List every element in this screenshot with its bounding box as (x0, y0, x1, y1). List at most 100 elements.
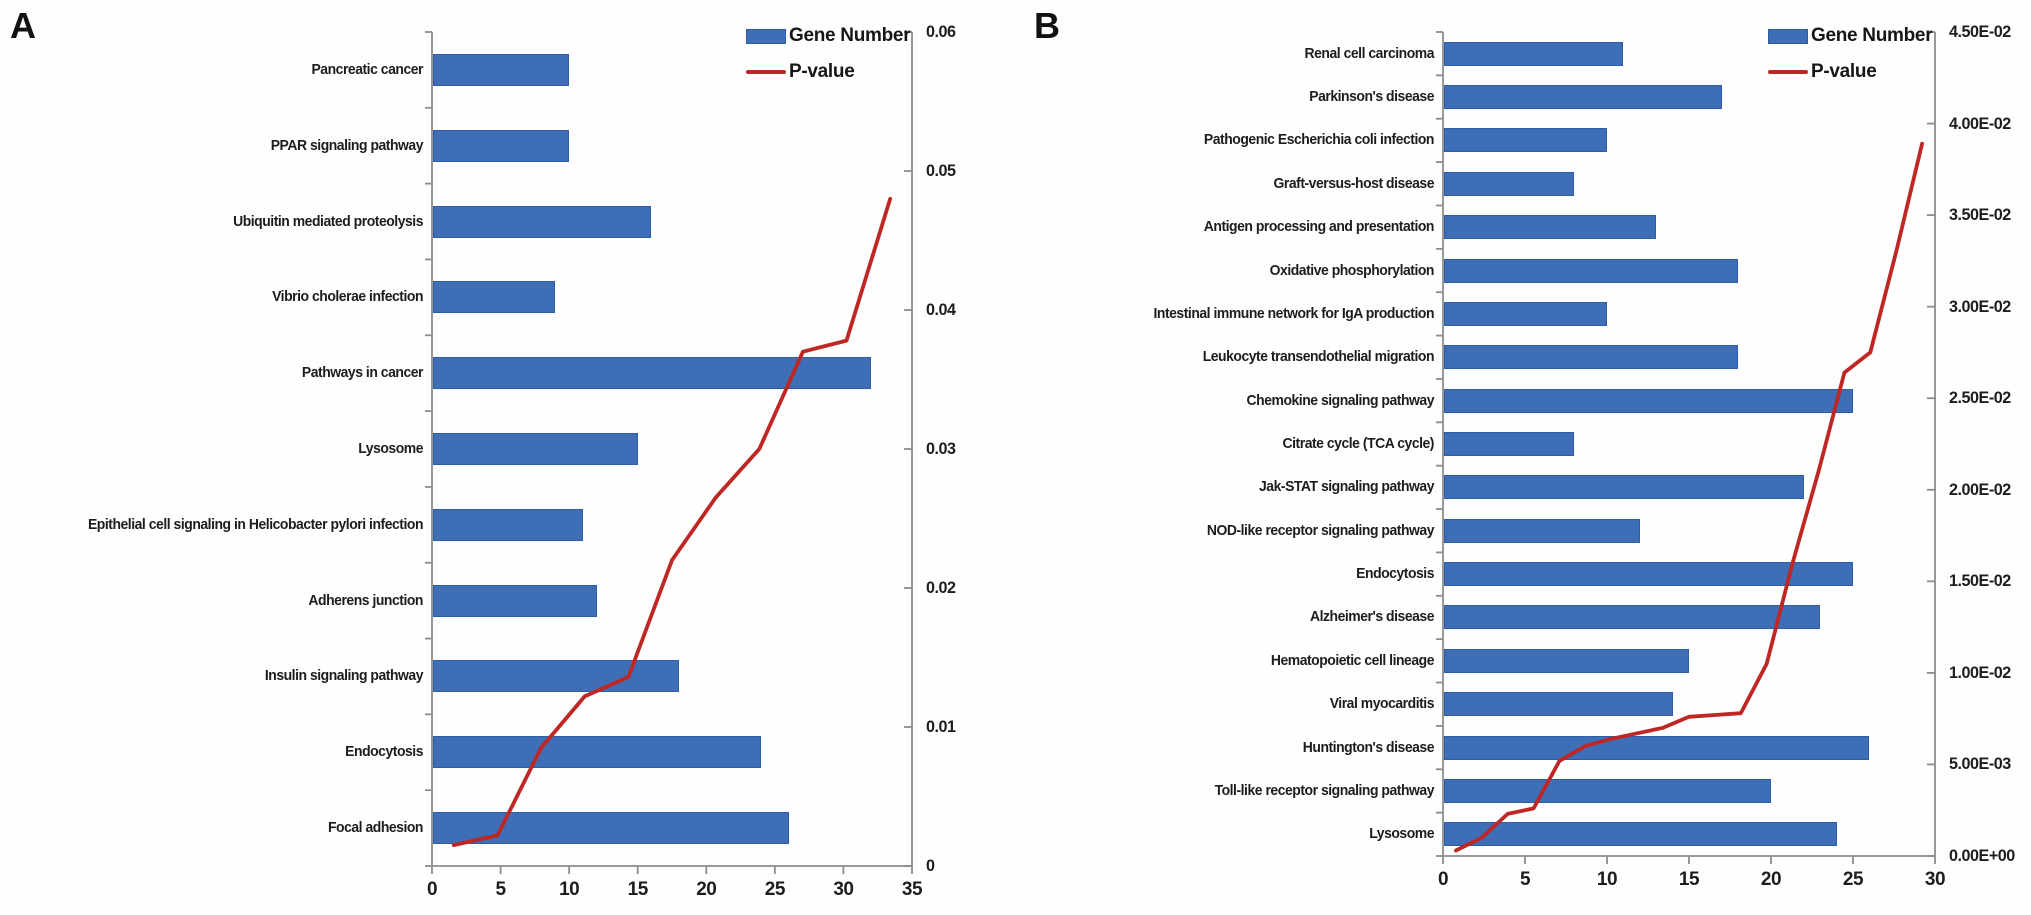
legend-p-value-label: P-value (789, 61, 855, 82)
gene-number-bar (1444, 215, 1657, 240)
p-value-axis-tick-label: 0.02 (926, 578, 956, 597)
x-axis-tick-label: 10 (559, 879, 580, 900)
x-axis-tick-label: 5 (495, 879, 507, 900)
x-axis-tick-label: 30 (1924, 869, 1946, 890)
pathway-label: Lysosome (1369, 825, 1434, 843)
p-value-axis-tick-label: 0.03 (926, 439, 956, 458)
pathway-label: Epithelial cell signaling in Helicobacte… (87, 515, 423, 533)
p-value-axis-tick-label: 2.50E-02 (1949, 388, 2011, 408)
gene-number-bar (1444, 171, 1575, 196)
pathway-label: Chemokine signaling pathway (1246, 391, 1435, 409)
x-axis-tick-label: 35 (901, 879, 923, 900)
pathway-label: Pathways in cancer (301, 364, 424, 382)
p-value-axis-tick-label: 0.04 (926, 300, 956, 319)
pathway-label: Viral myocarditis (1329, 695, 1435, 713)
pathway-label: Focal adhesion (327, 819, 424, 837)
x-axis-tick-label: 15 (1678, 869, 1700, 890)
gene-number-bar (1444, 301, 1607, 326)
pathway-label: Lysosome (358, 440, 423, 457)
gene-number-bar (433, 357, 871, 390)
x-axis-tick-label: 25 (1842, 869, 1864, 890)
p-value-axis-tick-label: 3.50E-02 (1949, 205, 2011, 225)
pathway-label: Vibrio cholerae infection (272, 288, 423, 306)
legend-gene-number-label: Gene Number (789, 25, 911, 46)
pathway-label: Leukocyte transendothelial migration (1202, 348, 1435, 366)
x-axis-tick-label: 0 (426, 879, 438, 900)
legend-item-gene-number: Gene Number (746, 18, 911, 54)
pathway-label: Endocytosis (1356, 565, 1434, 583)
gene-number-bar (1444, 388, 1853, 413)
gene-number-bar (1444, 518, 1640, 543)
pathway-label: Toll-like receptor signaling pathway (1214, 781, 1435, 799)
gene-number-bar (1444, 41, 1624, 66)
gene-number-bar (1444, 692, 1673, 717)
gene-number-bar-swatch-icon (1768, 28, 1808, 44)
gene-number-bar (433, 812, 789, 845)
gene-number-bar (1444, 562, 1853, 587)
pathway-label: Huntington's disease (1302, 738, 1435, 756)
pathway-label: PPAR signaling pathway (270, 136, 424, 154)
p-value-axis-tick-label: 5.00E-03 (1949, 754, 2011, 774)
gene-number-bar (433, 129, 570, 162)
p-value-axis-tick-label: 0.01 (926, 717, 956, 736)
legend-gene-number-label: Gene Number (1811, 25, 1933, 46)
x-axis-tick-label: 30 (833, 879, 854, 900)
legend-a: Gene Number P-value (746, 18, 911, 90)
legend-p-value-label: P-value (1811, 61, 1877, 82)
pathway-label: Citrate cycle (TCA cycle) (1282, 435, 1435, 452)
legend-b: Gene Number P-value (1768, 18, 1933, 90)
gene-number-bar (433, 508, 583, 541)
p-value-axis-tick-label: 2.00E-02 (1949, 479, 2011, 499)
x-axis-tick-label: 10 (1596, 869, 1618, 890)
panel-label-b: B (1034, 5, 1060, 46)
pathway-label: Endocytosis (345, 743, 423, 761)
p-value-axis-tick-label: 1.00E-02 (1949, 662, 2011, 682)
gene-number-bar (1444, 85, 1722, 110)
gene-number-bar (433, 53, 570, 86)
panel-label-a: A (10, 5, 36, 46)
pathway-label: Pathogenic Escherichia coli infection (1203, 131, 1435, 149)
gene-number-bar (433, 281, 556, 314)
gene-number-bar (1444, 345, 1739, 370)
gene-number-bar (433, 660, 679, 693)
p-value-axis-tick-label: 0.05 (926, 161, 956, 180)
gene-number-bar (1444, 432, 1575, 456)
x-axis-tick-label: 20 (1760, 869, 1782, 890)
gene-number-bar (1444, 648, 1689, 673)
pathway-label: Jak-STAT signaling pathway (1259, 478, 1434, 496)
legend-item-gene-number: Gene Number (1768, 18, 1933, 54)
p-value-axis-tick-label: 0.06 (926, 22, 956, 41)
gene-number-bar (433, 584, 597, 617)
p-value-axis-tick-label: 3.00E-02 (1949, 296, 2011, 316)
gene-number-bar (1444, 128, 1607, 153)
pathway-label: Hematopoietic cell lineage (1270, 651, 1435, 669)
gene-number-bar (1444, 605, 1821, 630)
pathway-label: Renal cell carcinoma (1304, 44, 1434, 62)
x-axis-tick-label: 5 (1519, 869, 1531, 890)
x-axis-tick-label: 20 (696, 879, 717, 900)
gene-number-bar (433, 205, 652, 238)
pathway-label: Pancreatic cancer (311, 60, 423, 78)
pathway-label: Insulin signaling pathway (264, 667, 424, 685)
gene-number-bar (1444, 778, 1771, 803)
pathway-label: NOD-like receptor signaling pathway (1206, 521, 1435, 539)
p-value-axis-tick-label: 4.00E-02 (1949, 113, 2011, 133)
gene-number-bar (433, 433, 638, 465)
gene-number-bar (1444, 822, 1837, 847)
legend-item-p-value: P-value (746, 54, 910, 90)
x-axis-tick-label: 25 (764, 879, 786, 900)
p-value-axis-tick-label: 0.00E+00 (1949, 846, 2015, 865)
pathway-label: Parkinson's disease (1309, 88, 1434, 106)
p-value-axis-tick-label: 0 (926, 856, 935, 875)
pathway-label: Alzheimer's disease (1310, 608, 1434, 626)
p-value-axis-tick-label: 4.50E-02 (1949, 22, 2011, 41)
pathway-label: Oxidative phosphorylation (1269, 261, 1435, 279)
gene-number-bar (1444, 258, 1739, 283)
gene-number-bar (1444, 475, 1804, 500)
pathway-label: Adherens junction (308, 591, 423, 609)
p-value-line-swatch-icon (1768, 70, 1808, 74)
gene-number-bar-swatch-icon (746, 28, 786, 44)
gene-number-bar (433, 736, 762, 769)
